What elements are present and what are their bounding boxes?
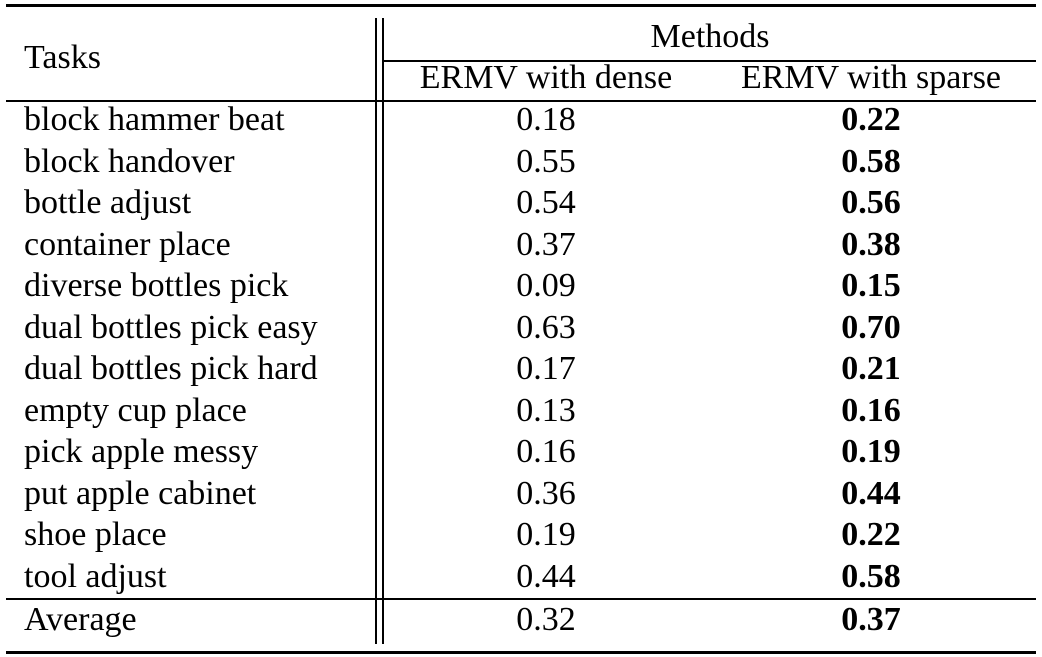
methods-header: Methods bbox=[650, 18, 770, 55]
table-row: pick apple messy 0.16 0.19 bbox=[0, 432, 1042, 474]
task-name: bottle adjust bbox=[24, 184, 192, 221]
task-name: container place bbox=[24, 226, 231, 263]
dense-value: 0.09 bbox=[516, 267, 576, 304]
table-row: dual bottles pick easy 0.63 0.70 bbox=[0, 308, 1042, 350]
sparse-value: 0.16 bbox=[841, 392, 901, 429]
dense-value: 0.37 bbox=[516, 226, 576, 263]
sparse-value: 0.44 bbox=[841, 475, 901, 512]
table-row: container place 0.37 0.38 bbox=[0, 225, 1042, 267]
task-name: tool adjust bbox=[24, 558, 167, 595]
task-name: diverse bottles pick bbox=[24, 267, 289, 304]
sparse-value: 0.19 bbox=[841, 433, 901, 470]
dense-value: 0.55 bbox=[516, 143, 576, 180]
sparse-value: 0.38 bbox=[841, 226, 901, 263]
header-rule bbox=[6, 100, 1036, 102]
task-name: block hammer beat bbox=[24, 101, 285, 138]
dense-value: 0.44 bbox=[516, 558, 576, 595]
dense-value: 0.13 bbox=[516, 392, 576, 429]
table-row: empty cup place 0.13 0.16 bbox=[0, 391, 1042, 433]
double-rule-left bbox=[375, 18, 377, 644]
sparse-value: 0.15 bbox=[841, 267, 901, 304]
sparse-value: 0.22 bbox=[841, 516, 901, 553]
top-rule bbox=[6, 4, 1036, 7]
task-name: put apple cabinet bbox=[24, 475, 257, 512]
average-rule bbox=[6, 598, 1036, 600]
dense-value: 0.36 bbox=[516, 475, 576, 512]
task-name: dual bottles pick easy bbox=[24, 309, 318, 346]
table-row: block hammer beat 0.18 0.22 bbox=[0, 100, 1042, 142]
dense-value: 0.18 bbox=[516, 101, 576, 138]
dense-value: 0.54 bbox=[516, 184, 576, 221]
sparse-column-header: ERMV with sparse bbox=[740, 59, 1002, 96]
dense-column-header: ERMV with dense bbox=[419, 59, 673, 96]
average-label: Average bbox=[24, 601, 137, 638]
task-name: block handover bbox=[24, 143, 235, 180]
sparse-value: 0.22 bbox=[841, 101, 901, 138]
sparse-average-value: 0.37 bbox=[841, 601, 901, 638]
sparse-value: 0.58 bbox=[841, 143, 901, 180]
task-name: shoe place bbox=[24, 516, 167, 553]
task-name: dual bottles pick hard bbox=[24, 350, 318, 387]
table-row: diverse bottles pick 0.09 0.15 bbox=[0, 266, 1042, 308]
average-row: Average 0.32 0.37 bbox=[0, 600, 1042, 642]
sparse-value: 0.58 bbox=[841, 558, 901, 595]
task-name: pick apple messy bbox=[24, 433, 259, 470]
tasks-header: Tasks bbox=[24, 39, 101, 76]
table-row: put apple cabinet 0.36 0.44 bbox=[0, 474, 1042, 516]
table-row: dual bottles pick hard 0.17 0.21 bbox=[0, 349, 1042, 391]
table-row: tool adjust 0.44 0.58 bbox=[0, 557, 1042, 599]
sparse-value: 0.56 bbox=[841, 184, 901, 221]
dense-value: 0.16 bbox=[516, 433, 576, 470]
table-row: block handover 0.55 0.58 bbox=[0, 142, 1042, 184]
dense-average-value: 0.32 bbox=[516, 601, 576, 638]
task-name: empty cup place bbox=[24, 392, 247, 429]
dense-value: 0.19 bbox=[516, 516, 576, 553]
bottom-rule bbox=[6, 651, 1036, 654]
dense-value: 0.17 bbox=[516, 350, 576, 387]
table-row: shoe place 0.19 0.22 bbox=[0, 515, 1042, 557]
methods-rule bbox=[384, 60, 1036, 62]
sparse-value: 0.21 bbox=[841, 350, 901, 387]
sparse-value: 0.70 bbox=[841, 309, 901, 346]
double-rule-right bbox=[382, 18, 384, 644]
table-row: bottle adjust 0.54 0.56 bbox=[0, 183, 1042, 225]
dense-value: 0.63 bbox=[516, 309, 576, 346]
